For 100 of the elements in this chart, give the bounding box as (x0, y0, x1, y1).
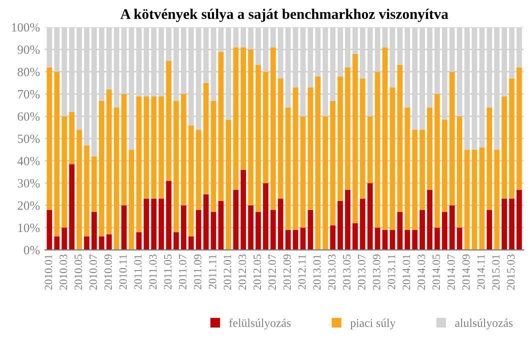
bar (278, 78, 284, 199)
bar (367, 183, 373, 250)
x-tick-label: 2011.11 (208, 254, 216, 289)
bar (278, 198, 284, 250)
x-tick-label: 2012.03 (238, 254, 246, 290)
bar (69, 164, 74, 250)
bar (166, 180, 172, 250)
bar (374, 228, 380, 250)
bar (256, 65, 261, 212)
bar (345, 190, 350, 250)
bar (390, 87, 396, 230)
bar (256, 212, 261, 250)
bar (374, 72, 380, 228)
bar (270, 210, 276, 250)
bar (434, 94, 440, 228)
bar (188, 125, 194, 237)
bar (91, 156, 97, 212)
bar (270, 47, 276, 210)
x-tick-label: 2010.03 (60, 254, 68, 290)
x-tick-label: 2014.09 (462, 254, 470, 290)
bar (322, 116, 328, 250)
y-tick-label: 40% (17, 156, 40, 166)
bar (121, 205, 127, 250)
bar (106, 234, 112, 250)
bar (98, 236, 104, 250)
x-tick-label: 2014.07 (447, 254, 455, 290)
bar (464, 150, 470, 250)
bar (404, 107, 410, 230)
legend-label: alulsúlyozás (455, 318, 513, 330)
bar (502, 96, 508, 199)
bar (46, 67, 52, 210)
bar (367, 116, 373, 184)
bar (285, 107, 291, 230)
bar (98, 100, 104, 237)
bar (203, 82, 209, 194)
bar (427, 190, 432, 250)
bar (397, 65, 403, 212)
x-tick-label: 2013.05 (343, 254, 351, 290)
bar (456, 228, 462, 250)
bar (285, 230, 291, 250)
bar (449, 72, 455, 206)
bar (338, 200, 343, 250)
bar (330, 100, 336, 226)
bar (360, 78, 366, 199)
bar (136, 96, 142, 232)
bar (158, 198, 164, 250)
bar (360, 198, 366, 250)
bar (62, 116, 68, 228)
bar (188, 236, 194, 250)
bar (54, 236, 60, 250)
y-tick-label: 70% (18, 90, 40, 99)
y-tick-label: 100% (12, 23, 40, 32)
bar (91, 212, 97, 250)
x-tick-label: 2014.05 (432, 254, 440, 290)
x-tick-label: 2010.01 (44, 254, 52, 290)
bar (248, 49, 254, 206)
bar (196, 210, 202, 250)
bar (180, 205, 186, 250)
bar (174, 232, 179, 250)
chart-title: A kötvények súlya a saját benchmarkhoz viszonyítva (120, 8, 448, 22)
bar (106, 90, 112, 234)
y-tick-label: 60% (18, 112, 40, 121)
bar (390, 230, 396, 250)
bar (54, 72, 60, 237)
x-tick-label: 2013.01 (313, 254, 321, 290)
bar (248, 205, 254, 250)
bar (308, 210, 314, 250)
legend-label: piaci súly (350, 318, 396, 330)
bar (330, 225, 336, 250)
bar (292, 230, 298, 250)
x-tick-label: 2013.11 (388, 254, 396, 290)
x-tick-label: 2015.01 (492, 254, 500, 290)
y-tick-label: 30% (18, 179, 40, 188)
x-tick-label: 2015.03 (507, 254, 515, 290)
bar (158, 96, 164, 199)
bar (196, 130, 202, 210)
x-tick-label: 2012.07 (268, 254, 276, 290)
bar (516, 67, 522, 190)
x-tick-label: 2010.05 (74, 254, 82, 290)
bar (263, 183, 268, 250)
bar (300, 228, 306, 250)
bar (180, 94, 186, 206)
bar (218, 200, 224, 250)
bar (382, 47, 388, 230)
x-tick-label: 2014.11 (477, 254, 485, 290)
bar (203, 194, 209, 250)
bar (509, 78, 514, 199)
y-tick-label: 10% (18, 224, 40, 232)
bar (404, 230, 410, 250)
x-tick-label: 2011.07 (178, 254, 186, 290)
bar (486, 107, 492, 210)
bar (114, 107, 120, 250)
bar (509, 198, 514, 250)
x-tick-label: 2010.07 (89, 254, 98, 290)
bar (218, 52, 224, 201)
x-tick-label: 2012.09 (283, 254, 291, 290)
bar (412, 230, 418, 250)
bar (516, 190, 522, 250)
y-tick-label: 80% (18, 68, 40, 76)
bar (449, 205, 455, 250)
